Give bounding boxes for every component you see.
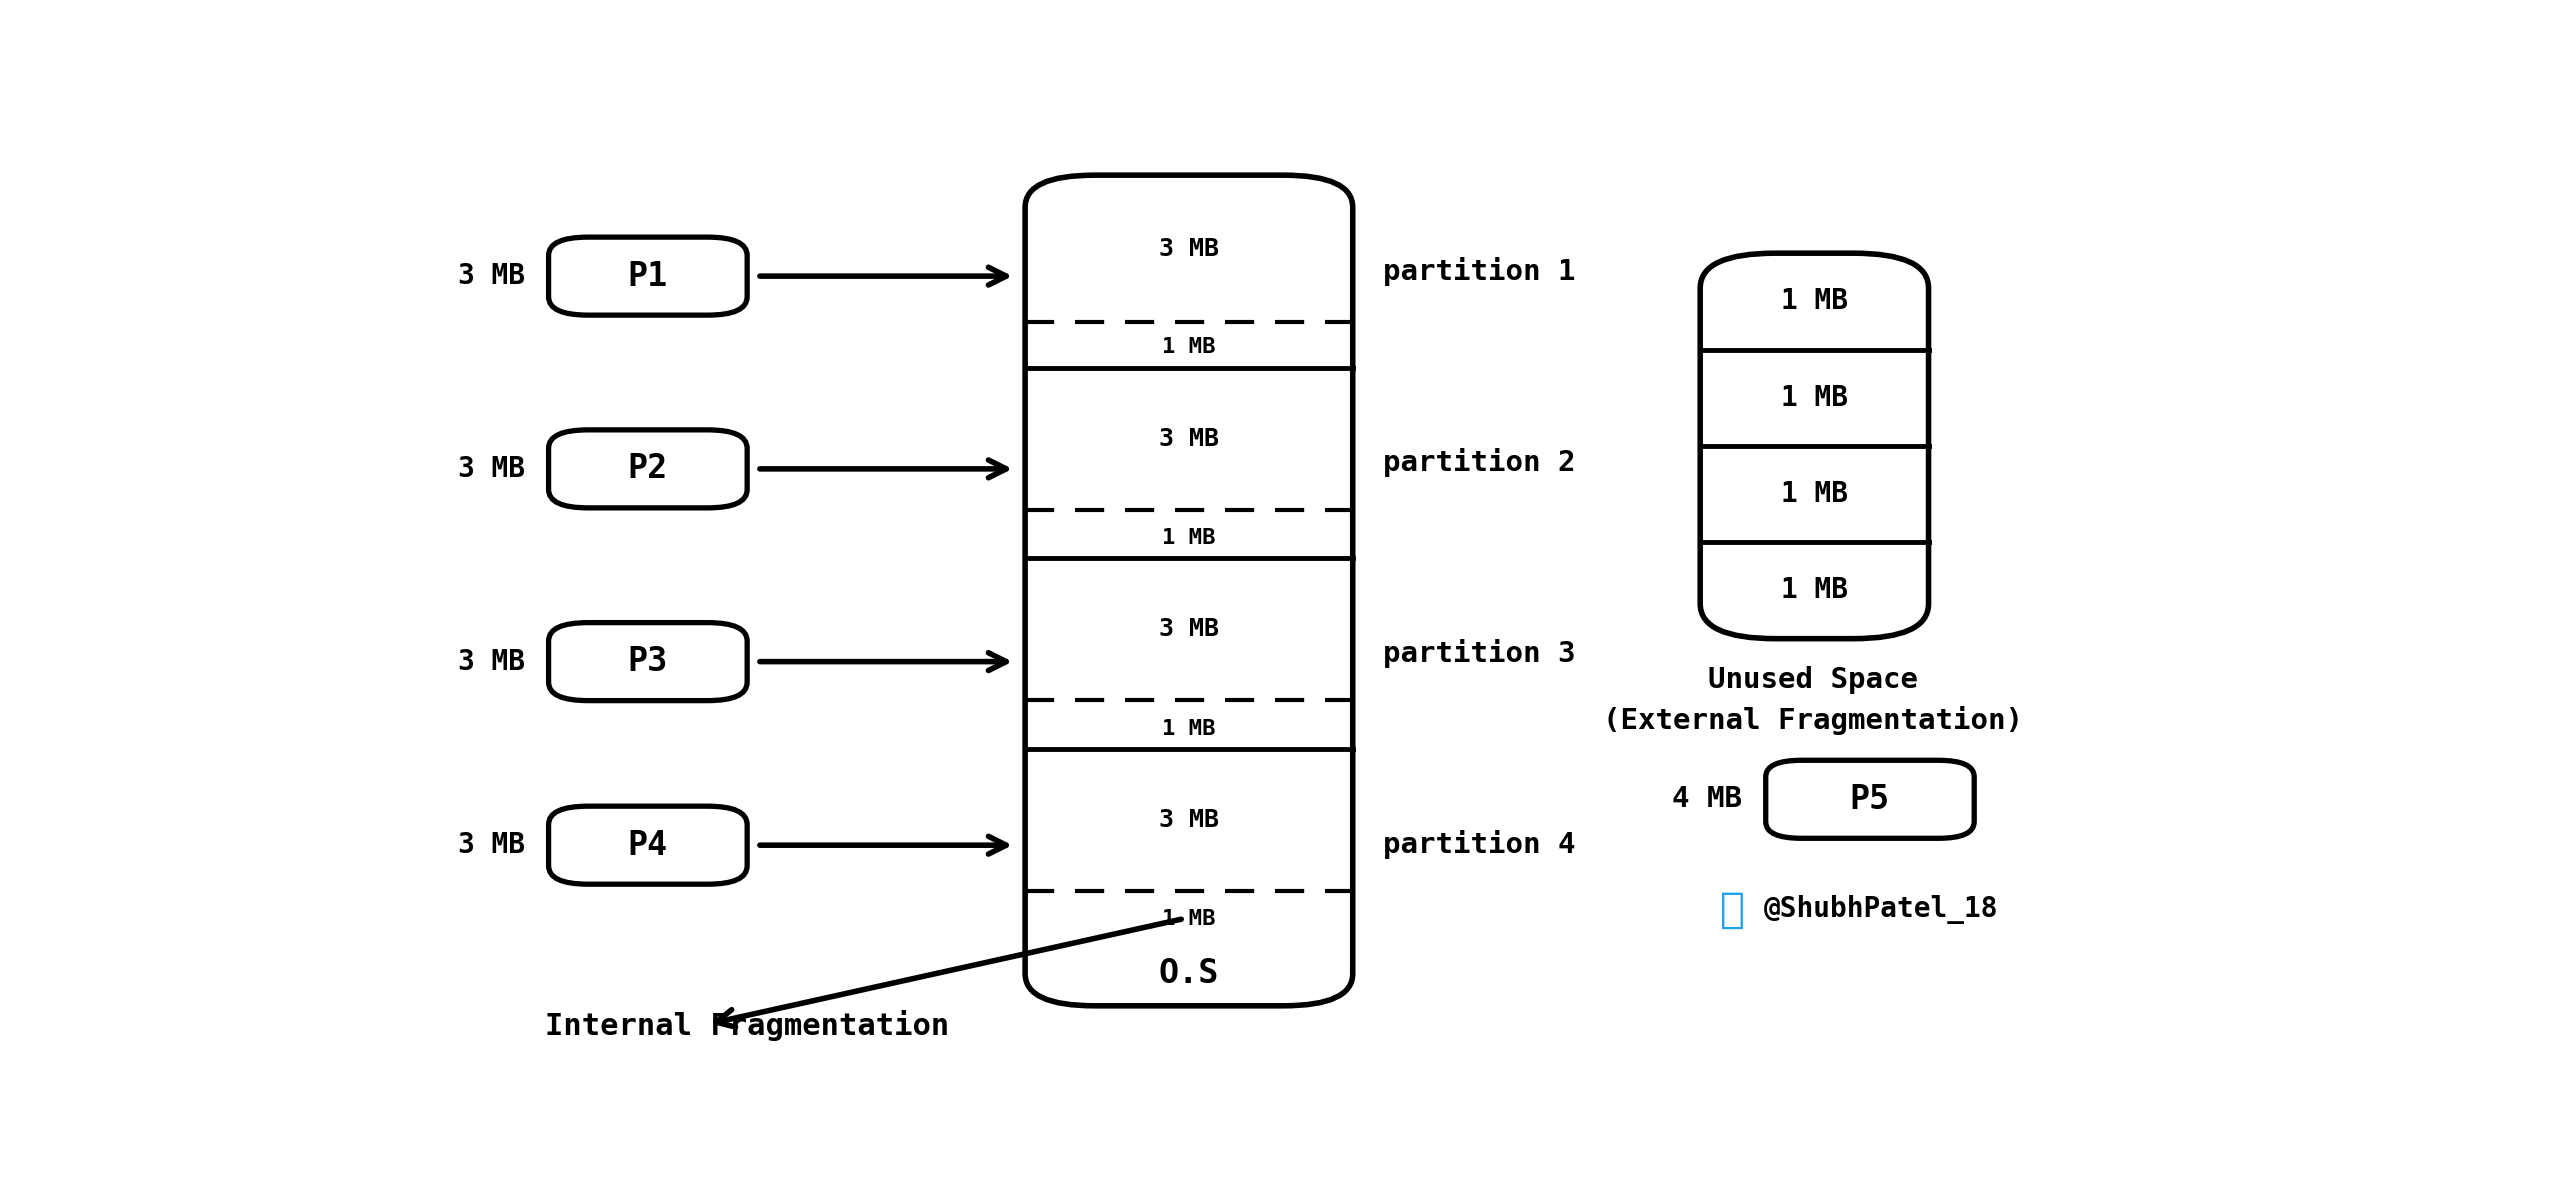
Text: O.S: O.S: [1158, 957, 1220, 991]
Text: P2: P2: [628, 453, 669, 485]
Text: P1: P1: [628, 260, 669, 292]
Text: 3 MB: 3 MB: [1158, 427, 1220, 451]
Text: Internal Fragmentation: Internal Fragmentation: [546, 1010, 951, 1041]
FancyBboxPatch shape: [548, 237, 748, 315]
Text: 3 MB: 3 MB: [1158, 808, 1220, 832]
Text: @ShubhPatel_18: @ShubhPatel_18: [1763, 895, 1998, 924]
Text: P4: P4: [628, 828, 669, 862]
Text: 1 MB: 1 MB: [1163, 908, 1217, 929]
Text: partition 3: partition 3: [1383, 639, 1576, 668]
Text: 1 MB: 1 MB: [1781, 384, 1847, 411]
Text: Unused Space
(External Fragmentation): Unused Space (External Fragmentation): [1604, 666, 2024, 734]
Text: 🐦: 🐦: [1719, 888, 1745, 931]
Text: 3 MB: 3 MB: [459, 262, 525, 290]
FancyBboxPatch shape: [548, 430, 748, 508]
FancyBboxPatch shape: [1765, 760, 1975, 838]
Text: 3 MB: 3 MB: [459, 831, 525, 859]
FancyBboxPatch shape: [548, 806, 748, 884]
FancyBboxPatch shape: [548, 622, 748, 701]
FancyBboxPatch shape: [1025, 175, 1353, 1006]
Text: partition 4: partition 4: [1383, 830, 1576, 858]
Text: 1 MB: 1 MB: [1163, 528, 1217, 547]
Text: P3: P3: [628, 645, 669, 678]
Text: 1 MB: 1 MB: [1781, 480, 1847, 508]
Text: 3 MB: 3 MB: [1158, 236, 1220, 261]
Text: 3 MB: 3 MB: [1158, 617, 1220, 641]
Text: 4 MB: 4 MB: [1673, 786, 1742, 813]
Text: 1 MB: 1 MB: [1163, 719, 1217, 739]
Text: partition 2: partition 2: [1383, 448, 1576, 478]
Text: 3 MB: 3 MB: [459, 647, 525, 676]
Text: 1 MB: 1 MB: [1163, 337, 1217, 356]
Text: P5: P5: [1850, 783, 1891, 815]
Text: 1 MB: 1 MB: [1781, 287, 1847, 316]
Text: partition 1: partition 1: [1383, 257, 1576, 286]
Text: 3 MB: 3 MB: [459, 455, 525, 483]
Text: 1 MB: 1 MB: [1781, 577, 1847, 604]
FancyBboxPatch shape: [1701, 253, 1929, 639]
